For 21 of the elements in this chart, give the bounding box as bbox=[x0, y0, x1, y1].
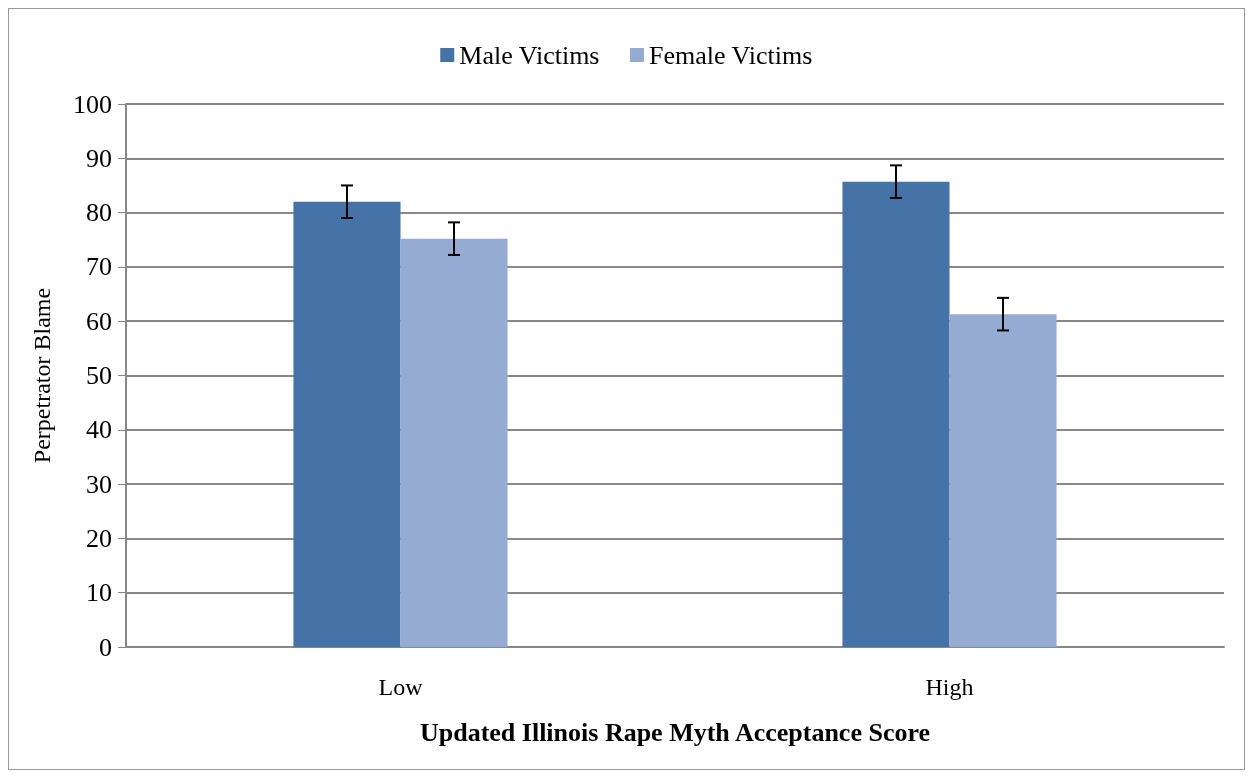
y-tick-label: 30 bbox=[86, 469, 112, 499]
x-axis-title: Updated Illinois Rape Myth Acceptance Score bbox=[419, 717, 931, 747]
y-tick-label: 20 bbox=[86, 523, 112, 553]
y-tick-label: 10 bbox=[86, 578, 112, 608]
legend-label: Female Victims bbox=[648, 40, 813, 70]
bar bbox=[293, 201, 401, 647]
y-tick-label: 0 bbox=[99, 632, 112, 662]
y-tick-label: 100 bbox=[73, 89, 112, 119]
legend-label: Male Victims bbox=[459, 40, 600, 70]
x-tick-label: High bbox=[925, 674, 974, 700]
y-tick-label: 70 bbox=[86, 252, 112, 282]
y-tick-label: 40 bbox=[86, 415, 112, 445]
y-tick-label: 90 bbox=[86, 143, 112, 173]
bar bbox=[400, 238, 508, 647]
y-tick-label: 80 bbox=[86, 198, 112, 228]
y-tick-label: 50 bbox=[86, 361, 112, 390]
x-tick-label: Low bbox=[378, 674, 424, 700]
bar bbox=[949, 314, 1057, 647]
bar bbox=[842, 181, 950, 647]
y-tick-label: 60 bbox=[86, 306, 112, 336]
y-axis-title: Perpetrator Blame bbox=[29, 287, 55, 464]
